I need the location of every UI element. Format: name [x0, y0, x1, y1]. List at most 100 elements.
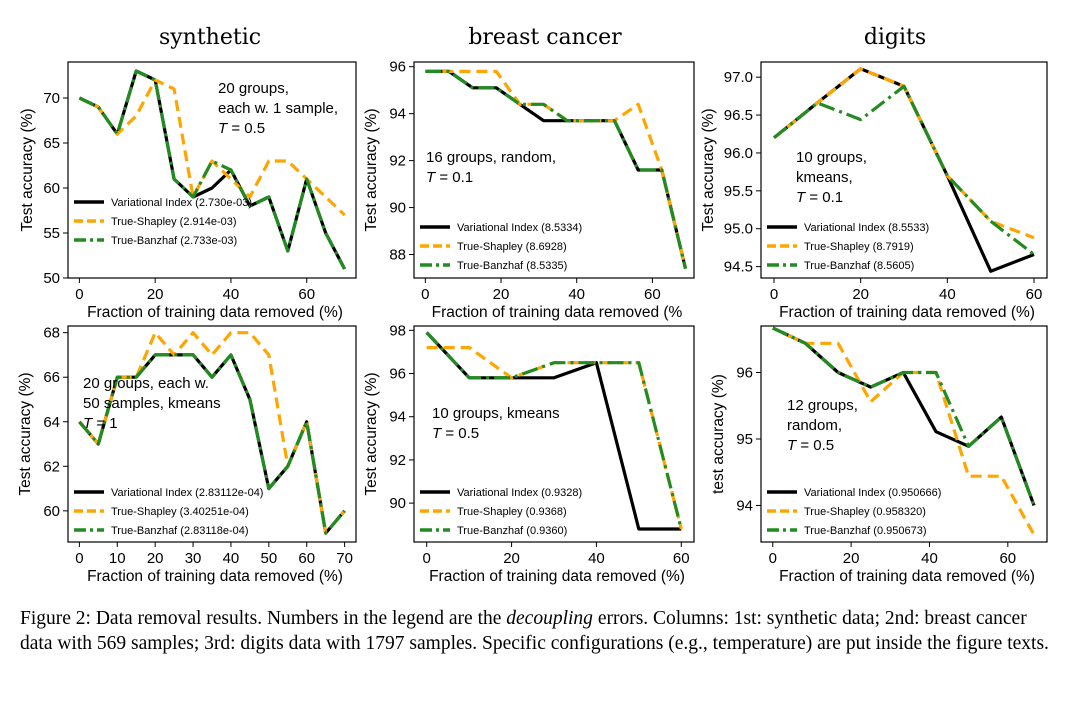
x-tick-label: 0: [769, 550, 777, 567]
x-tick-label: 30: [185, 550, 202, 567]
x-tick-label: 20: [147, 286, 164, 303]
y-tick-label: 64: [43, 414, 60, 431]
x-tick-label: 40: [588, 550, 605, 567]
x-tick-label: 0: [423, 550, 431, 567]
series-line-banzhaf: [425, 331, 683, 530]
annotation-text: T = 0.5: [787, 437, 834, 454]
legend-label-variational: Variational Index (8.5334): [457, 222, 582, 234]
legend-label-shapley: True-Shapley (3.40251e-04): [111, 506, 249, 518]
annotation-text: 12 groups,: [787, 397, 858, 414]
y-tick-label: 66: [43, 369, 60, 386]
x-tick-label: 20: [843, 550, 860, 567]
chart-6: 0 20 40 60 94 95 96 Fraction of training data r…: [710, 325, 1048, 585]
annotation-text: 20 groups, each w.: [83, 375, 209, 392]
y-axis-label: Test accuracy (%): [700, 108, 717, 231]
y-tick-label: 92: [389, 452, 406, 469]
y-tick-label: 96: [736, 365, 753, 382]
legend-label-banzhaf: True-Banzhaf (2.733e-03): [111, 235, 237, 247]
x-tick-label: 60: [1026, 286, 1043, 303]
y-axis-label: Test accuracy (%): [17, 372, 34, 495]
series-line-banzhaf: [78, 353, 346, 535]
y-tick-label: 94: [736, 497, 753, 514]
x-tick-label: 0: [75, 550, 83, 567]
y-tick-label: 95.5: [724, 183, 753, 200]
y-tick-label: 90: [389, 200, 406, 217]
y-tick-label: 90: [389, 495, 406, 512]
x-tick-label: 40: [223, 550, 240, 567]
plot-frame: [67, 325, 357, 543]
annotation-text: T = 0.5: [432, 425, 479, 442]
x-axis-label: Fraction of training data removed (%): [87, 568, 343, 585]
legend-label-banzhaf: True-Banzhaf (0.950673): [804, 525, 927, 537]
legend-label-shapley: True-Shapley (8.7919): [804, 241, 914, 253]
legend-label-variational: Variational Index (2.83112e-04): [111, 487, 263, 499]
legend-label-banzhaf: True-Banzhaf (0.9360): [457, 525, 567, 537]
y-tick-label: 98: [389, 322, 406, 339]
x-axis-label: Fraction of training data removed (%: [432, 304, 683, 321]
y-tick-label: 65: [43, 135, 60, 152]
annotation-text: 16 groups, random,: [426, 149, 556, 166]
annotation-temperature-symbol: T: [432, 425, 443, 442]
annotation-temperature-symbol: T: [796, 189, 807, 206]
series-line-banzhaf: [772, 326, 1036, 506]
caption-emphasis: decoupling: [506, 608, 593, 629]
caption-prefix: Figure 2: Data removal results. Numbers …: [20, 608, 502, 629]
y-tick-label: 62: [43, 458, 60, 475]
x-tick-label: 70: [336, 550, 353, 567]
plot-frame: [760, 325, 1048, 543]
series-line-shapley: [78, 331, 346, 535]
annotation-temperature-value: = 0.1: [435, 169, 473, 186]
x-axis-label: Fraction of training data removed (%): [779, 568, 1035, 585]
legend-label-shapley: True-Shapley (8.6928): [457, 241, 567, 253]
x-tick-label: 60: [673, 550, 690, 567]
annotation-text: 10 groups, kmeans: [432, 405, 560, 422]
x-tick-label: 40: [921, 550, 938, 567]
y-tick-label: 96: [389, 366, 406, 383]
y-axis-label: Test accuracy (%): [363, 372, 380, 495]
x-tick-label: 50: [260, 550, 277, 567]
x-tick-label: 0: [770, 286, 778, 303]
figure-caption: Figure 2: Data removal results. Numbers …: [20, 606, 1060, 656]
chart-3: 0 20 40 60 94.5 95.0 95.5 96.0 96.5 97.0 Fraction …: [700, 61, 1048, 321]
chart-4: 0 10 20 30 40 50 60 70 60 62 64 66 68 Fraction of tra…: [17, 325, 357, 585]
annotation-temperature-value: = 0.5: [441, 425, 479, 442]
x-tick-label: 60: [999, 550, 1016, 567]
annotation-text: random,: [787, 417, 842, 434]
y-tick-label: 60: [43, 503, 60, 520]
legend-label-variational: Variational Index (8.5533): [804, 222, 929, 234]
y-tick-label: 88: [389, 247, 406, 264]
plot-frame: [413, 61, 695, 279]
x-tick-label: 0: [75, 286, 83, 303]
y-tick-label: 94.5: [724, 259, 753, 276]
series-line-banzhaf: [772, 84, 1035, 256]
caption-suffix: errors. Columns: 1st: synthetic data; 2n…: [20, 608, 1049, 654]
y-tick-label: 92: [389, 153, 406, 170]
chart-5: 0 20 40 60 90 92 94 96 98 Fraction of training da…: [363, 322, 695, 585]
annotation-text: each w. 1 sample,: [218, 100, 338, 117]
x-tick-label: 40: [939, 286, 956, 303]
annotation-text: 20 groups,: [218, 80, 289, 97]
annotation-text: 10 groups,: [796, 149, 867, 166]
y-tick-label: 96.5: [724, 107, 753, 124]
series-line-banzhaf: [425, 69, 688, 269]
plot-frame: [67, 61, 357, 279]
x-tick-label: 20: [852, 286, 869, 303]
y-tick-label: 95: [736, 431, 753, 448]
x-tick-label: 20: [503, 550, 520, 567]
y-axis-label: Test accuracy (%): [363, 108, 380, 231]
legend-label-shapley: True-Shapley (0.958320): [804, 506, 926, 518]
column-title-breast-cancer: breast cancer: [468, 25, 622, 50]
y-tick-label: 95.0: [724, 221, 753, 238]
annotation-text: T = 0.1: [426, 169, 473, 186]
legend-label-variational: Variational Index (0.9328): [457, 487, 582, 499]
column-title-synthetic: synthetic: [158, 25, 262, 50]
annotation-text: T = 1: [83, 415, 118, 432]
legend-label-shapley: True-Shapley (2.914e-03): [111, 216, 237, 228]
x-axis-label: Fraction of training data removed (%): [87, 304, 343, 321]
annotation-temperature-value: = 1: [92, 415, 117, 432]
y-tick-label: 94: [389, 106, 406, 123]
y-tick-label: 97.0: [724, 69, 753, 86]
legend-label-variational: Variational Index (0.950666): [804, 487, 941, 499]
annotation-temperature-symbol: T: [83, 415, 94, 432]
